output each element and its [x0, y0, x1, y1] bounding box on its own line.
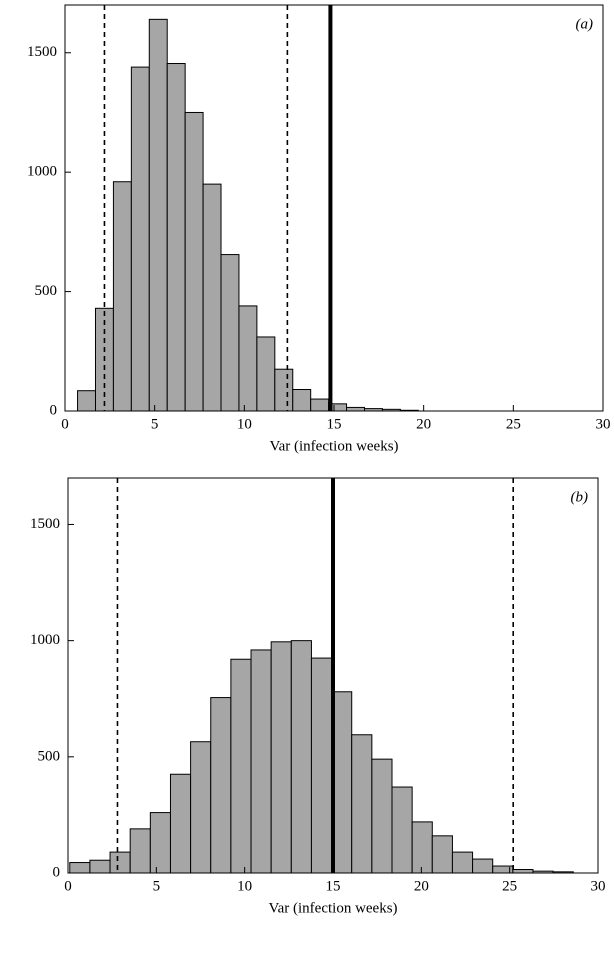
bar [109, 851, 131, 874]
bar [472, 858, 494, 874]
y-tick-label: 0 [50, 402, 58, 418]
bar [411, 821, 433, 874]
bar [220, 254, 240, 412]
x-tick-label: 25 [506, 416, 521, 432]
bar [292, 389, 312, 412]
x-tick-label: 10 [237, 416, 252, 432]
bar [230, 658, 252, 874]
x-tick-label: 20 [416, 416, 431, 432]
y-tick-label: 1000 [30, 632, 60, 648]
y-tick-label: 1500 [27, 44, 57, 60]
x-tick-label: 15 [326, 878, 341, 894]
bar [512, 869, 534, 874]
bar [130, 66, 150, 412]
bar [451, 851, 474, 874]
bar [184, 111, 204, 412]
x-tick-label: 0 [61, 416, 69, 432]
x-tick-label: 30 [591, 878, 606, 894]
y-tick-label: 1500 [30, 516, 60, 532]
bar [431, 835, 453, 874]
bar [202, 183, 222, 412]
x-tick-label: 0 [64, 878, 72, 894]
bar [129, 828, 151, 874]
x-tick-label: 5 [151, 416, 159, 432]
x-tick-label: 10 [237, 878, 252, 894]
bar [250, 649, 272, 874]
bar [371, 758, 393, 874]
y-tick-label: 500 [38, 748, 61, 764]
x-tick-label: 20 [414, 878, 429, 894]
panel-label: (b) [571, 489, 589, 505]
bar [210, 697, 232, 874]
bar [112, 181, 132, 412]
panel-label: (a) [576, 16, 594, 32]
bar [169, 773, 192, 874]
bar [310, 398, 330, 412]
bar [238, 305, 258, 412]
x-tick-label: 30 [596, 416, 611, 432]
bar [256, 336, 276, 412]
x-tick-label: 15 [327, 416, 342, 432]
bar [149, 812, 171, 874]
y-tick-label: 0 [53, 864, 61, 880]
bar [89, 859, 111, 874]
bar [290, 640, 312, 874]
x-tick-label: 5 [153, 878, 161, 894]
bar [69, 862, 91, 874]
bar [148, 18, 168, 412]
bar [351, 734, 373, 874]
x-tick-label: 25 [502, 878, 517, 894]
bar [190, 741, 212, 874]
x-axis-label: Var (infection weeks) [268, 900, 397, 916]
bar [310, 657, 333, 874]
y-tick-label: 1000 [27, 164, 57, 180]
bar [391, 786, 413, 874]
bar [346, 406, 365, 412]
bar [166, 63, 186, 412]
bar [77, 390, 96, 412]
bar [274, 368, 294, 412]
x-axis-label: Var (infection weeks) [269, 438, 398, 454]
y-tick-label: 500 [35, 283, 58, 299]
bar [270, 641, 292, 874]
